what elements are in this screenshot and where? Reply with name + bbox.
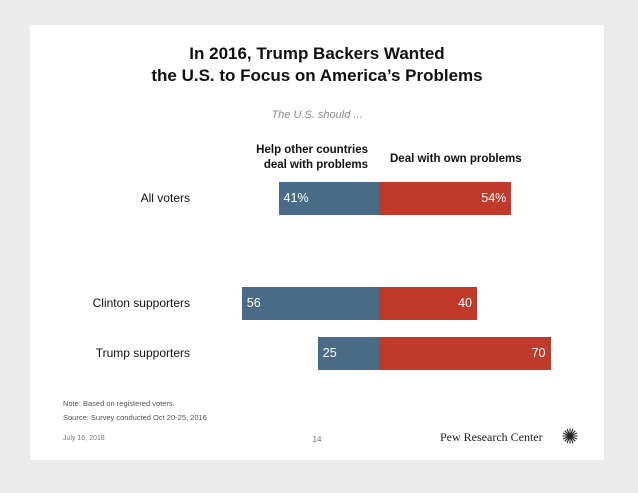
bar-help-other-countries-clinton-supporters bbox=[241, 287, 379, 320]
header-help-other-countries: Help other countries deal with problems bbox=[230, 143, 368, 173]
header-left-line-2: deal with problems bbox=[263, 159, 368, 171]
title-line-1: In 2016, Trump Backers Wanted bbox=[189, 44, 445, 63]
pew-brand-name: Pew Research Center bbox=[440, 430, 543, 444]
source-text: Source: Survey conducted Oct 20-25, 2016 bbox=[63, 413, 207, 422]
value-label-own-all-voters: 54% bbox=[481, 191, 507, 205]
header-deal-with-own-problems: Deal with own problems bbox=[390, 153, 522, 165]
slide: In 2016, Trump Backers Wanted the U.S. t… bbox=[30, 25, 604, 460]
bar-deal-with-own-problems-clinton-supporters bbox=[379, 287, 477, 320]
chart-title: In 2016, Trump Backers Wanted the U.S. t… bbox=[30, 43, 604, 87]
category-label-all-voters: All voters bbox=[140, 191, 190, 205]
header-left-line-1: Help other countries bbox=[256, 144, 368, 156]
value-label-help-trump-supporters: 25 bbox=[322, 346, 337, 360]
category-label-trump-supporters: Trump supporters bbox=[95, 346, 190, 360]
page-number: 14 bbox=[312, 435, 322, 444]
chart-subtitle: The U.S. should ... bbox=[271, 109, 363, 121]
pew-sunburst-icon bbox=[562, 428, 578, 444]
category-label-clinton-supporters: Clinton supporters bbox=[92, 296, 190, 310]
value-label-help-clinton-supporters: 56 bbox=[246, 296, 261, 310]
title-line-2: the U.S. to Focus on America’s Problems bbox=[151, 66, 483, 85]
value-label-own-clinton-supporters: 40 bbox=[458, 296, 472, 310]
bar-deal-with-own-problems-trump-supporters bbox=[379, 337, 551, 370]
value-label-own-trump-supporters: 70 bbox=[531, 346, 546, 360]
note-text: Note: Based on registered voters. bbox=[63, 399, 175, 408]
bar-help-other-countries-trump-supporters bbox=[317, 337, 379, 370]
bar-help-other-countries-all-voters bbox=[278, 182, 379, 215]
bar-deal-with-own-problems-all-voters bbox=[379, 182, 512, 215]
footer-date: July 16, 2018 bbox=[63, 435, 105, 442]
value-label-help-all-voters: 41% bbox=[283, 191, 309, 205]
